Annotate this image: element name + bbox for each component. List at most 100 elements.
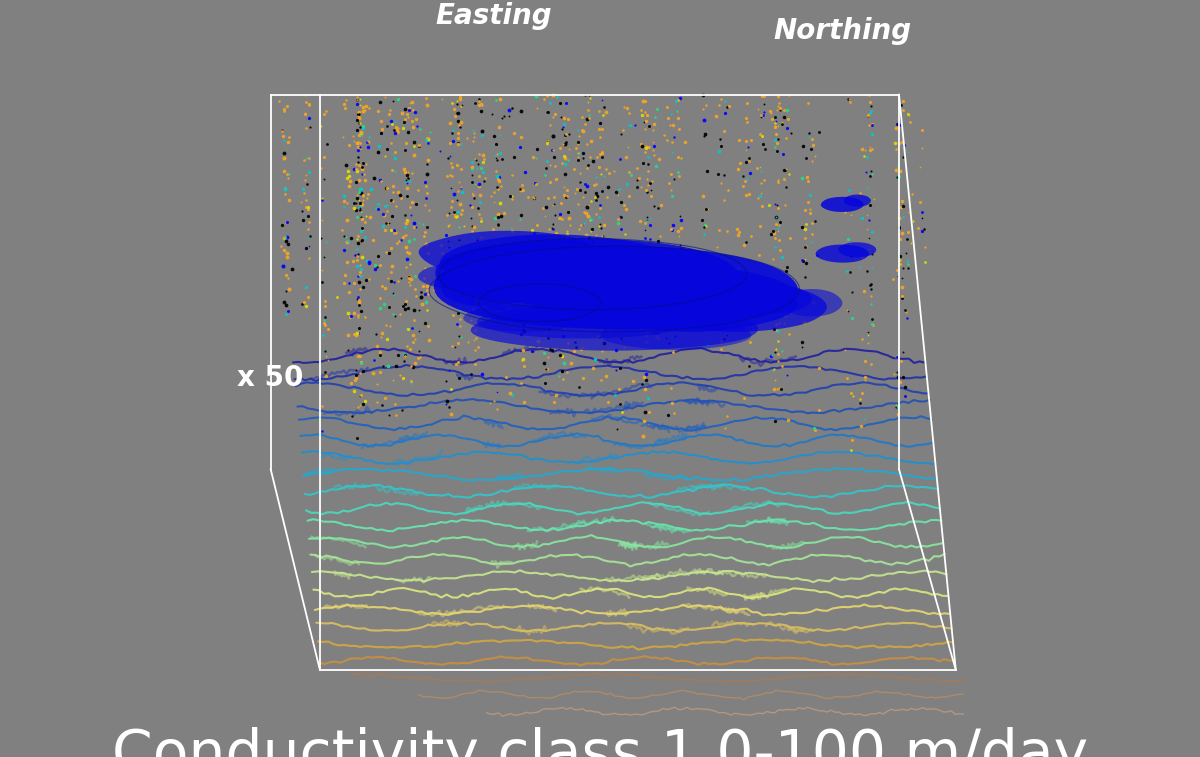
Point: [463, 559, 482, 571]
Point: [352, 540, 371, 552]
Point: [450, 471, 469, 483]
Point: [667, 478, 686, 490]
Point: [462, 589, 481, 601]
Point: [857, 579, 876, 591]
Point: [350, 347, 370, 359]
Point: [671, 653, 690, 665]
Point: [452, 541, 472, 553]
Point: [485, 350, 504, 362]
Point: [275, 500, 294, 512]
Point: [839, 512, 858, 524]
Point: [535, 418, 554, 430]
Point: [635, 650, 654, 662]
Point: [438, 525, 457, 537]
Point: [599, 564, 618, 576]
Point: [550, 500, 569, 512]
Point: [649, 452, 668, 464]
Point: [556, 509, 575, 521]
Point: [601, 438, 620, 450]
Point: [575, 539, 594, 551]
Point: [566, 404, 586, 416]
Point: [512, 494, 532, 506]
Point: [595, 510, 614, 522]
Point: [383, 581, 402, 593]
Point: [636, 512, 655, 525]
Point: [635, 521, 654, 533]
Point: [751, 581, 770, 593]
Point: [769, 397, 788, 409]
Point: [349, 559, 368, 571]
Point: [619, 578, 638, 590]
Point: [397, 637, 416, 649]
Point: [769, 571, 788, 583]
Point: [442, 490, 461, 502]
Point: [349, 637, 368, 649]
Point: [662, 522, 682, 534]
Point: [658, 644, 677, 656]
Point: [511, 604, 530, 616]
Point: [665, 613, 684, 625]
Point: [352, 539, 371, 551]
Point: [383, 485, 402, 497]
Point: [524, 518, 544, 530]
Point: [353, 555, 372, 567]
Point: [556, 596, 575, 608]
Point: [608, 491, 628, 503]
Point: [419, 498, 438, 510]
Point: [540, 569, 559, 581]
Point: [463, 584, 482, 597]
Point: [576, 627, 595, 639]
Point: [486, 650, 505, 662]
Point: [347, 587, 366, 600]
Point: [538, 496, 557, 508]
Point: [542, 501, 562, 513]
Point: [352, 389, 371, 401]
Point: [452, 559, 472, 571]
Point: [401, 536, 420, 548]
Point: [553, 493, 572, 505]
Point: [649, 438, 668, 450]
Point: [415, 483, 434, 495]
Point: [314, 375, 334, 388]
Point: [562, 441, 581, 453]
Point: [542, 523, 562, 535]
Point: [835, 539, 854, 551]
Point: [767, 527, 786, 539]
Point: [835, 400, 854, 413]
Point: [490, 652, 509, 664]
Point: [347, 416, 366, 428]
Point: [863, 432, 882, 444]
Point: [299, 646, 318, 659]
Point: [388, 507, 407, 519]
Point: [416, 441, 436, 453]
Point: [347, 512, 366, 524]
Point: [640, 339, 659, 351]
Point: [296, 503, 316, 515]
Point: [799, 613, 818, 625]
Point: [512, 566, 532, 578]
Point: [276, 557, 295, 569]
Point: [449, 408, 468, 420]
Point: [557, 617, 576, 629]
Point: [270, 650, 289, 662]
Point: [712, 568, 731, 580]
Point: [473, 646, 492, 658]
Point: [402, 423, 421, 435]
Point: [354, 347, 373, 359]
Point: [659, 494, 678, 506]
Point: [752, 615, 772, 627]
Point: [440, 576, 460, 588]
Point: [551, 648, 570, 660]
Point: [862, 519, 881, 531]
Point: [418, 558, 437, 570]
Point: [361, 534, 380, 547]
Point: [637, 500, 656, 512]
Point: [468, 511, 487, 523]
Point: [482, 637, 502, 650]
Point: [796, 474, 815, 486]
Point: [444, 609, 463, 621]
Point: [556, 478, 575, 490]
Point: [443, 584, 462, 596]
Point: [595, 575, 614, 587]
Point: [572, 424, 592, 436]
